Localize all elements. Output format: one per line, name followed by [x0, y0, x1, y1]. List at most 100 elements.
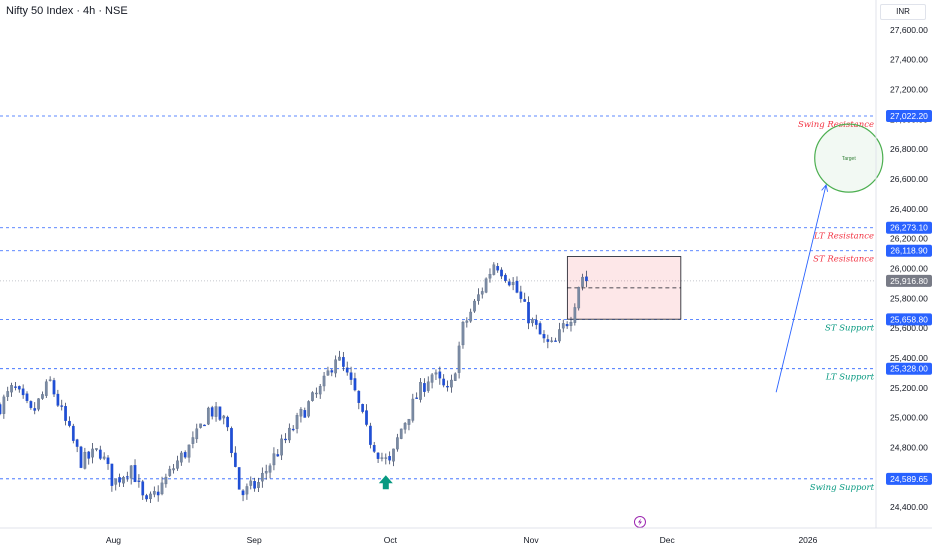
candle-body [276, 454, 280, 457]
level-annotation: Swing Resistance [798, 120, 874, 130]
level-badge-text: 25,328.00 [890, 364, 928, 374]
candle-body [160, 482, 164, 495]
level-badge [886, 244, 932, 257]
y-tick-label: 27,600.00 [890, 25, 928, 35]
candle-body [14, 386, 17, 388]
level-badge-text: 27,022.20 [890, 111, 928, 121]
candle-body [122, 477, 125, 484]
candle-body [60, 405, 64, 407]
level-badge [886, 362, 932, 375]
candle-body [311, 392, 314, 401]
x-tick-label: 2026 [798, 535, 817, 545]
candle-body [492, 264, 496, 275]
candle-body [569, 321, 573, 326]
candle-body [168, 468, 172, 476]
candle-body [295, 415, 299, 429]
y-tick-label: 25,400.00 [890, 353, 928, 363]
level-annotation: LT Resistance [813, 232, 874, 242]
level-annotation: ST Resistance [813, 255, 874, 265]
candle-body [380, 457, 384, 459]
candle-body [488, 274, 492, 279]
candle-body [465, 320, 469, 323]
candle-body [79, 446, 83, 468]
candle-body [438, 371, 442, 379]
y-tick-label: 24,800.00 [890, 442, 928, 452]
level-badge [886, 221, 932, 234]
candle-body [33, 408, 37, 411]
candle-body [345, 367, 349, 373]
target-label: Target [842, 156, 857, 162]
candle-body [585, 276, 588, 282]
candle-body [245, 486, 249, 495]
level-annotation: LT Support [825, 373, 875, 383]
candle-body [407, 418, 411, 425]
x-tick-label: Dec [660, 535, 676, 545]
candle-body [496, 266, 500, 271]
candle-body [199, 423, 202, 428]
y-tick-label: 25,000.00 [890, 413, 928, 423]
price-axis[interactable]: 24,400.0024,600.0024,800.0025,000.0025,2… [875, 0, 932, 528]
candle-body [52, 380, 56, 395]
candle-body [257, 482, 260, 488]
currency-button[interactable]: INR [880, 4, 926, 20]
candle-body [218, 406, 222, 420]
candle-body [326, 370, 330, 376]
candle-body [133, 465, 137, 483]
candle-body [299, 409, 303, 417]
candle-body [203, 424, 206, 427]
candle-body [361, 404, 365, 412]
candle-body [141, 481, 145, 496]
candle-body [457, 345, 461, 373]
candle-body [41, 394, 44, 399]
candlesticks [0, 262, 588, 504]
candle-body [44, 381, 48, 396]
candle-body [480, 291, 484, 295]
candle-body [172, 468, 175, 471]
candle-body [384, 457, 388, 459]
y-tick-label: 25,800.00 [890, 293, 928, 303]
candle-body [125, 476, 129, 478]
candle-body [222, 415, 226, 419]
y-tick-label: 26,200.00 [890, 234, 928, 244]
candle-body [450, 379, 453, 388]
candle-body [523, 299, 527, 302]
candle-body [25, 393, 29, 401]
candle-body [29, 401, 33, 408]
candle-body [357, 390, 361, 403]
candle-body [307, 401, 310, 417]
candle-body [226, 416, 229, 428]
candle-body [396, 437, 399, 450]
candle-body [577, 286, 581, 309]
flash-icon-bolt [637, 518, 642, 526]
candle-body [288, 427, 291, 441]
candle-body [83, 451, 87, 469]
candle-body [0, 404, 2, 415]
candle-body [10, 385, 13, 393]
candle-body [322, 375, 326, 387]
candle-body [369, 425, 372, 445]
time-axis[interactable]: Aug Sep Oct Nov Dec 2026 [0, 527, 932, 545]
candle-body [338, 356, 341, 361]
candle-body [504, 274, 507, 281]
candle-body [129, 465, 133, 479]
candle-body [183, 452, 187, 458]
candle-body [426, 381, 430, 391]
candle-body [280, 438, 283, 456]
candle-body [365, 410, 368, 425]
candle-body [114, 478, 118, 485]
level-badge [886, 472, 932, 485]
candle-body [106, 457, 110, 465]
candle-body [230, 428, 233, 454]
x-tick-label: Aug [106, 535, 121, 545]
candle-body [91, 448, 94, 458]
candle-body [515, 280, 519, 293]
candle-body [519, 291, 523, 299]
candle-body [210, 407, 214, 417]
candle-body [2, 396, 6, 414]
candle-body [419, 382, 422, 400]
candle-body [187, 444, 191, 458]
candle-body [415, 397, 419, 399]
candle-body [56, 393, 60, 406]
candle-body [291, 428, 295, 431]
